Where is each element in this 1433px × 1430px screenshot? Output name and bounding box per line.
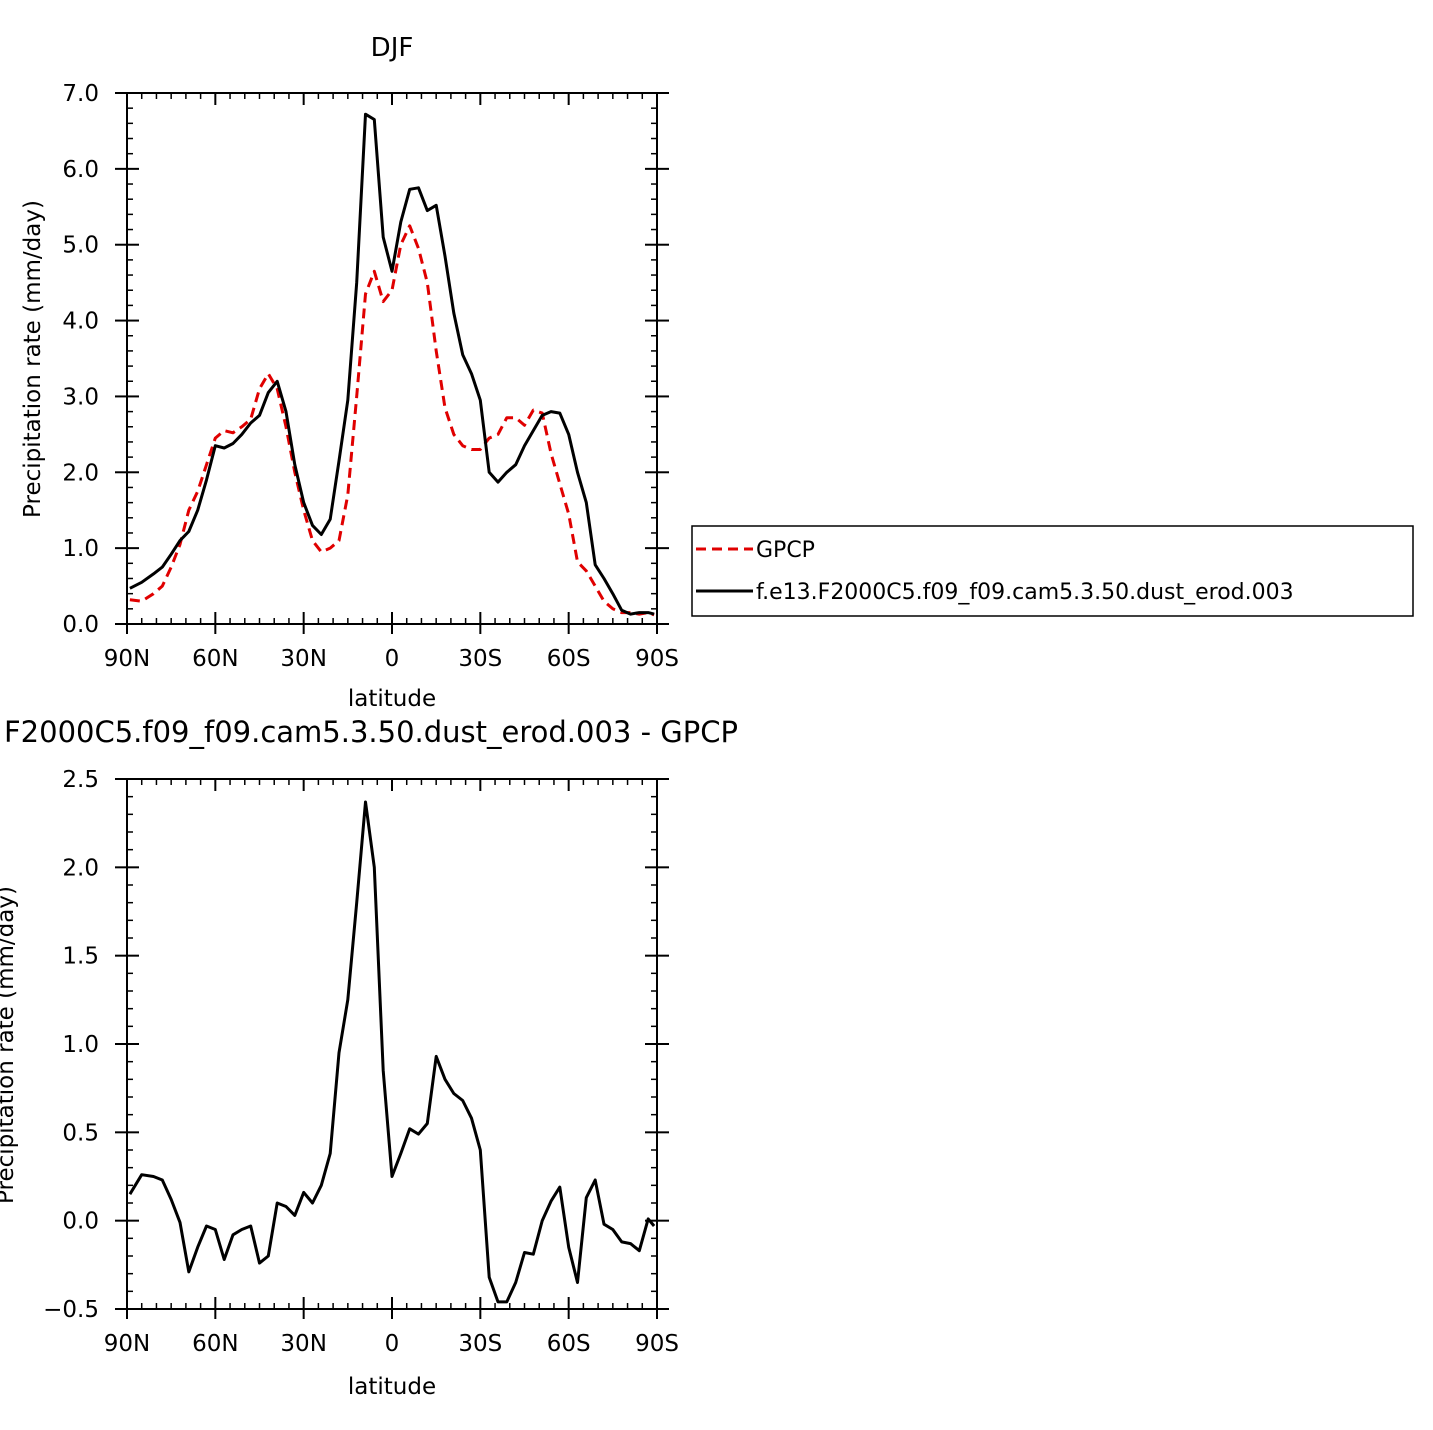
bottom-series-lines [128,800,656,1304]
legend: GPCP f.e13.F2000C5.f09_f09.cam5.3.50.dus… [691,525,1414,617]
bottom-panel: F2000C5.f09_f09.cam5.3.50.dust_erod.003 … [0,715,738,1400]
top-xtick-label: 30N [280,646,326,672]
bottom-ytick-label: 0.0 [62,1209,99,1235]
top-ytick-label: 0.0 [62,612,99,638]
top-ytick-label: 3.0 [62,384,99,410]
legend-box [691,525,1414,617]
bottom-xtick-label: 90S [635,1331,679,1357]
top-axis-ticks [115,92,669,634]
top-panel: DJF Precipitation rate (mm/day) latitude… [20,33,679,712]
bottom-ytick-label: −0.5 [43,1297,99,1323]
bottom-tick-labels: 90N 60N 30N 0 30S 60S 90S −0.5 0.0 0.5 1.0 1.5 2.0 2.… [43,767,679,1357]
bottom-xtick-label: 60N [192,1331,238,1357]
top-ytick-label: 6.0 [62,157,99,183]
legend-label-model: f.e13.F2000C5.f09_f09.cam5.3.50.dust_ero… [756,580,1294,605]
bottom-ytick-label: 1.5 [62,944,99,970]
bottom-xtick-label: 90N [104,1331,150,1357]
top-xtick-label: 90N [104,646,150,672]
bottom-xtick-label: 0 [385,1331,400,1357]
bottom-ytick-label: 1.0 [62,1032,99,1058]
bottom-ytick-label: 2.0 [62,855,99,881]
top-chart-title: DJF [371,33,414,63]
top-xtick-label: 90S [635,646,679,672]
top-ytick-label: 7.0 [62,81,99,107]
top-xtick-label: 60S [547,646,591,672]
top-series-lines [129,112,655,617]
legend-label-gpcp: GPCP [756,538,815,563]
top-ytick-label: 4.0 [62,309,99,335]
bottom-xtick-label: 60S [547,1331,591,1357]
top-x-axis-label: latitude [348,686,436,712]
bottom-plot-frame [126,778,658,1310]
top-series-line-0 [129,224,655,617]
top-xtick-label: 30S [458,646,502,672]
bottom-x-axis-label: latitude [348,1374,436,1400]
bottom-chart-title: F2000C5.f09_f09.cam5.3.50.dust_erod.003 … [4,715,738,749]
top-y-axis-label: Precipitation rate (mm/day) [20,200,46,518]
bottom-series-line-0 [128,800,656,1304]
top-ytick-label: 5.0 [62,233,99,259]
bottom-ytick-label: 0.5 [62,1120,99,1146]
bottom-axis-ticks [115,778,669,1319]
top-plot-frame [126,92,658,625]
bottom-xtick-label: 30N [280,1331,326,1357]
bottom-ytick-label: 2.5 [62,767,99,793]
top-xtick-label: 60N [192,646,238,672]
bottom-xtick-label: 30S [458,1331,502,1357]
top-ytick-label: 1.0 [62,536,99,562]
top-xtick-label: 0 [385,646,400,672]
bottom-y-axis-label: Precipitation rate (mm/day) [0,886,19,1204]
top-tick-labels: 90N 60N 30N 0 30S 60S 90S 0.0 1.0 2.0 3.0 4.0 5.0 6.0… [62,81,679,672]
top-series-line-1 [129,112,655,616]
top-ytick-label: 2.0 [62,460,99,486]
